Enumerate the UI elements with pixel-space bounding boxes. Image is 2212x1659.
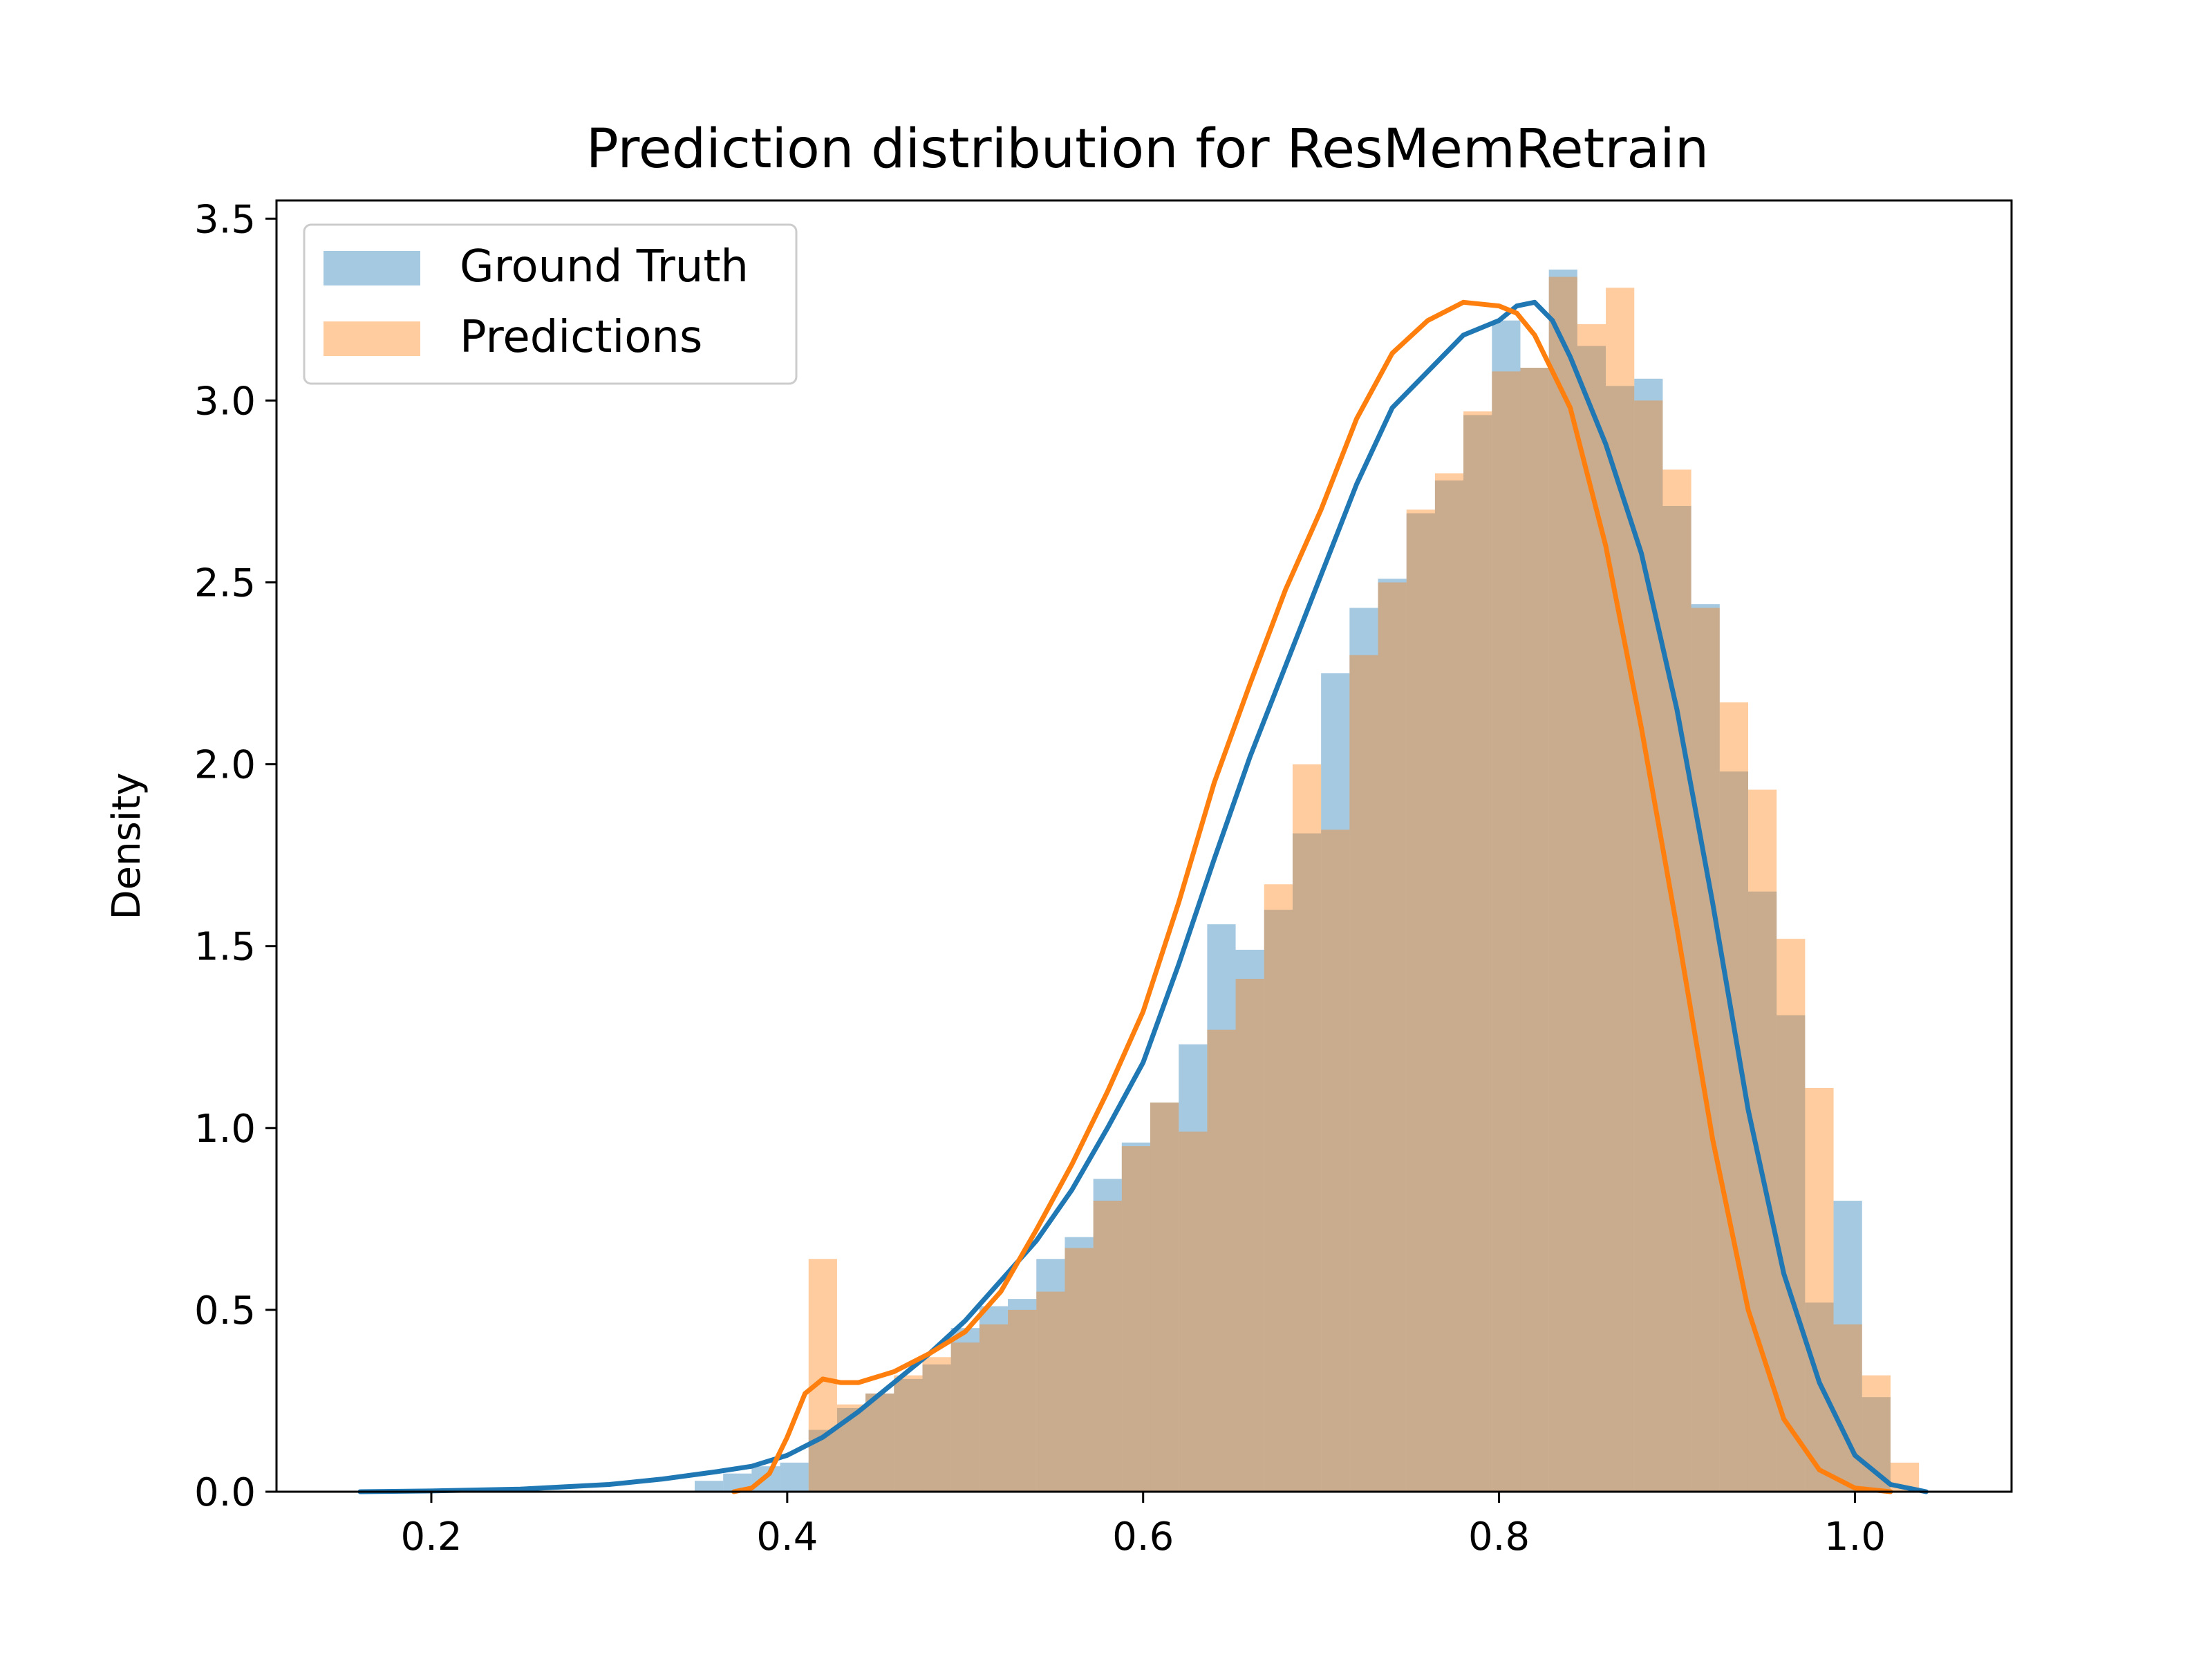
histogram-bar bbox=[950, 1342, 980, 1492]
histogram-bar bbox=[1349, 608, 1378, 1492]
plot-area bbox=[275, 199, 2013, 1494]
legend-label: Predictions bbox=[460, 312, 702, 363]
histogram-bar bbox=[1093, 1201, 1122, 1492]
x-tick-label: 1.0 bbox=[1824, 1515, 1886, 1559]
histogram-bar bbox=[1378, 582, 1407, 1492]
chart-title: Prediction distribution for ResMemRetrai… bbox=[586, 118, 1709, 180]
histogram-bar bbox=[1179, 1044, 1208, 1492]
histogram-bar bbox=[1434, 480, 1464, 1492]
histogram-bar bbox=[1548, 276, 1577, 1492]
histogram-bar bbox=[922, 1364, 951, 1492]
histogram-bar bbox=[1406, 509, 1435, 1492]
histogram-bar bbox=[1862, 1397, 1891, 1492]
histogram-bar bbox=[865, 1393, 894, 1492]
histogram-bar bbox=[780, 1462, 809, 1492]
histogram-bar bbox=[1492, 371, 1521, 1492]
y-axis-label: Density bbox=[104, 773, 149, 920]
histogram-bar bbox=[1606, 288, 1635, 1492]
histogram-bar bbox=[1207, 924, 1236, 1492]
histogram-bar bbox=[1634, 378, 1663, 1492]
y-tick-label: 1.5 bbox=[194, 925, 256, 970]
histogram-bar bbox=[1008, 1309, 1037, 1492]
histogram-bar bbox=[1378, 579, 1407, 1492]
y-tick-label: 2.0 bbox=[194, 743, 256, 788]
y-axis: 0.0 0.5 1.0 1.5 2.0 2.5 3.0 3.5 bbox=[194, 197, 276, 1515]
histogram-bar bbox=[979, 1324, 1009, 1492]
histogram-bar bbox=[1434, 473, 1464, 1492]
histogram-bar bbox=[865, 1393, 894, 1492]
histogram-bar bbox=[808, 1259, 837, 1492]
histogram-bar bbox=[1406, 513, 1435, 1492]
histogram-bar bbox=[1008, 1299, 1037, 1492]
histogram-bar bbox=[1121, 1142, 1151, 1492]
x-tick-label: 0.2 bbox=[400, 1515, 462, 1559]
histogram-bar bbox=[1093, 1179, 1122, 1492]
histogram-bar bbox=[1463, 415, 1492, 1492]
histogram-bar bbox=[1719, 702, 1748, 1492]
kde-line-predictions bbox=[731, 299, 1893, 1494]
histogram-bar bbox=[1121, 1146, 1151, 1492]
legend-box bbox=[303, 223, 798, 385]
histogram-bar bbox=[1492, 320, 1521, 1492]
histogram-bar bbox=[1548, 269, 1577, 1492]
histogram-bar bbox=[922, 1357, 951, 1492]
y-tick-label: 2.5 bbox=[194, 561, 256, 606]
histogram-bar bbox=[1179, 1132, 1208, 1492]
histogram-bar bbox=[1292, 764, 1322, 1492]
histogram-bar bbox=[1264, 884, 1293, 1492]
histogram-bar bbox=[1520, 368, 1549, 1492]
histogram-bar bbox=[694, 1481, 724, 1492]
x-axis: 0.2 0.4 0.6 0.8 1.0 bbox=[400, 1492, 1886, 1559]
legend-swatch bbox=[324, 321, 420, 356]
histogram-bar bbox=[1719, 771, 1748, 1492]
histogram-bar bbox=[950, 1328, 980, 1492]
histogram-bar bbox=[1065, 1237, 1094, 1492]
x-tick-label: 0.8 bbox=[1468, 1515, 1530, 1559]
x-tick-label: 0.4 bbox=[756, 1515, 818, 1559]
histogram-bar bbox=[1833, 1324, 1862, 1492]
legend: Ground Truth Predictions bbox=[303, 223, 798, 385]
histogram-bar bbox=[1747, 891, 1777, 1492]
histogram-bar bbox=[1036, 1291, 1065, 1492]
y-tick-label: 0.0 bbox=[194, 1470, 256, 1515]
histogram-bar bbox=[1036, 1259, 1065, 1492]
histogram-bar bbox=[1634, 400, 1663, 1492]
x-tick-label: 0.6 bbox=[1112, 1515, 1174, 1559]
kde-line-ground-truth bbox=[357, 299, 1929, 1494]
y-tick-label: 3.5 bbox=[194, 197, 256, 242]
histogram-bar bbox=[1235, 979, 1264, 1492]
histogram-bar bbox=[1321, 673, 1350, 1492]
series-predictions-bars bbox=[808, 276, 1920, 1492]
histogram-bar bbox=[1292, 833, 1322, 1492]
histogram-bar bbox=[1264, 910, 1293, 1492]
histogram-bar bbox=[894, 1375, 923, 1492]
histogram-bar bbox=[1207, 1029, 1236, 1492]
histogram-bar bbox=[979, 1306, 1009, 1492]
histogram-bar bbox=[1805, 1087, 1834, 1492]
legend-label: Ground Truth bbox=[460, 241, 749, 292]
histogram-bar bbox=[1065, 1248, 1094, 1492]
legend-swatch bbox=[324, 251, 420, 285]
histogram-bar bbox=[1777, 939, 1806, 1492]
histogram-bar bbox=[1235, 949, 1264, 1492]
histogram-bar bbox=[1150, 1102, 1179, 1492]
y-tick-label: 3.0 bbox=[194, 379, 256, 424]
histogram-bar bbox=[1463, 411, 1492, 1492]
y-tick-label: 0.5 bbox=[194, 1288, 256, 1333]
y-tick-label: 1.0 bbox=[194, 1107, 256, 1152]
histogram-bar bbox=[1349, 655, 1378, 1492]
histogram-bar bbox=[1321, 830, 1350, 1492]
histogram-bar bbox=[1520, 368, 1549, 1492]
histogram-bar bbox=[894, 1378, 923, 1492]
histogram-bar bbox=[1150, 1102, 1179, 1492]
